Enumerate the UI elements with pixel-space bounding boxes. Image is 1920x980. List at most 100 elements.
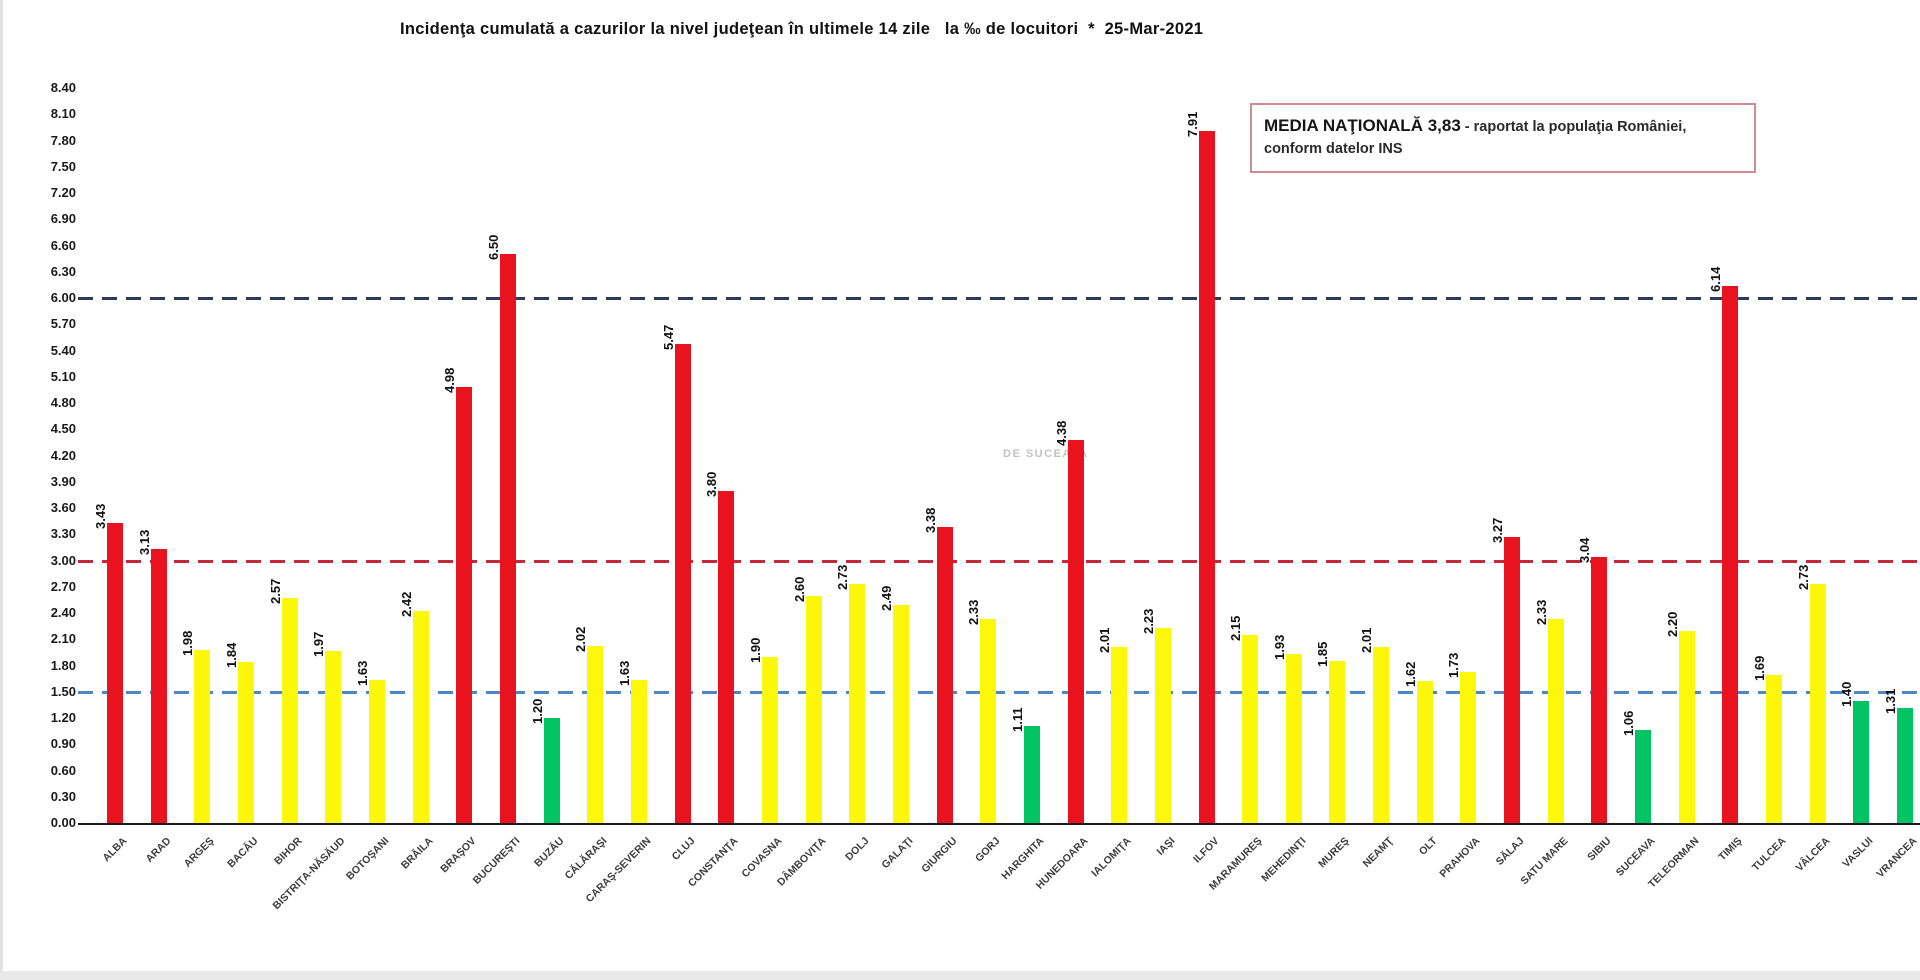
y-axis-tick-label: 5.10 — [50, 368, 76, 384]
bar-value-label: 2.57 — [267, 578, 283, 605]
bar-satu mare — [1547, 619, 1564, 823]
y-axis-tick-label: 4.80 — [50, 395, 76, 410]
y-axis-tick-label: 0.90 — [50, 736, 76, 752]
bar-suceava — [1635, 730, 1652, 823]
y-axis-tick-label: 0.60 — [50, 762, 76, 778]
bar-value-label: 1.20 — [529, 698, 545, 724]
bottom-strip — [0, 971, 1920, 980]
bar-mehedinţi — [1285, 654, 1302, 823]
bar-value-label: 1.90 — [747, 637, 763, 663]
y-axis-tick-label: 1.80 — [50, 657, 76, 673]
y-axis-tick-label: 7.50 — [50, 158, 76, 174]
bar-value-label: 2.15 — [1228, 615, 1244, 641]
y-axis-tick-label: 8.10 — [50, 106, 76, 122]
y-axis-tick-label: 5.70 — [50, 316, 76, 332]
bar-covasna — [761, 656, 778, 823]
y-axis-tick-label: 5.40 — [50, 342, 76, 358]
y-axis-tick-label: 3.30 — [50, 526, 76, 542]
y-axis-tick-label: 6.60 — [50, 237, 76, 253]
bar-value-label: 3.13 — [136, 529, 152, 556]
bar-cluj — [674, 344, 691, 823]
bar-value-label: 1.11 — [1009, 707, 1025, 732]
bar-value-label: 2.01 — [1097, 627, 1113, 654]
bar-value-label: 1.97 — [311, 631, 327, 657]
bar-value-label: 6.50 — [485, 234, 501, 261]
bar-value-label: 2.49 — [878, 585, 894, 612]
watermark-text: DE SUCEAVA — [1003, 448, 1089, 460]
bar-arad — [150, 549, 167, 823]
y-axis-tick-label: 3.00 — [50, 552, 76, 568]
y-axis-tick-label: 7.80 — [50, 132, 76, 148]
bar-giurgiu — [936, 527, 953, 823]
y-axis-tick-label: 1.20 — [50, 710, 76, 725]
y-axis-tick-label: 0.30 — [50, 788, 76, 804]
bar-olt — [1416, 681, 1433, 823]
bar-value-label: 2.33 — [1533, 599, 1549, 626]
national-average-value: MEDIA NAŢIONALĂ 3,83 — [1264, 116, 1461, 135]
national-average-note-line2: conform datelor INS — [1264, 140, 1403, 157]
bar-dolj — [849, 584, 866, 823]
bar-tulcea — [1766, 675, 1783, 823]
y-axis-tick-label: 7.20 — [50, 185, 76, 200]
bar-harghita — [1023, 725, 1040, 823]
bar-teleorman — [1678, 630, 1695, 823]
bar-bistriţa-năsăud — [325, 650, 342, 823]
chart-title: Incidenţa cumulată a cazurilor la nivel … — [400, 20, 1204, 38]
left-edge-border — [0, 0, 3, 980]
bar-value-label: 2.01 — [1359, 627, 1375, 654]
bar-sibiu — [1591, 557, 1608, 823]
bar-value-label: 1.62 — [1402, 661, 1418, 688]
threshold-line-1.5 — [78, 690, 1920, 694]
threshold-line-6 — [78, 297, 1920, 300]
bar-călăraşi — [587, 646, 604, 823]
y-axis-tick-label: 6.00 — [50, 290, 76, 305]
bar-value-label: 1.40 — [1839, 681, 1855, 707]
x-axis-baseline — [78, 823, 1920, 825]
bar-alba — [107, 522, 123, 823]
national-average-note: - raportat la populaţia României, — [1460, 119, 1687, 135]
bar-argeş — [194, 649, 211, 823]
y-axis-tick-label: 4.20 — [50, 447, 76, 463]
y-axis-tick-label: 0.00 — [50, 815, 76, 830]
y-axis-tick-label: 4.50 — [50, 421, 76, 437]
bar-value-label: 2.60 — [791, 576, 807, 602]
y-axis-tick-label: 6.90 — [50, 211, 76, 227]
bar-neamţ — [1373, 647, 1390, 823]
threshold-line-3 — [78, 559, 1920, 563]
bar-maramureş — [1242, 634, 1259, 823]
bar-value-label: 2.42 — [398, 591, 414, 618]
bar-value-label: 1.98 — [180, 630, 196, 656]
bar-hunedoara — [1067, 439, 1084, 823]
bar-vrancea — [1897, 708, 1914, 823]
bar-vâlcea — [1809, 584, 1826, 823]
bar-mureş — [1329, 661, 1346, 823]
y-axis-tick-label: 2.10 — [50, 631, 76, 647]
bar-braşov — [456, 387, 473, 823]
y-axis-tick-label: 8.40 — [50, 80, 76, 95]
bar-buzău — [543, 718, 560, 823]
bar-value-label: 1.93 — [1271, 634, 1287, 661]
bar-value-label: 4.98 — [442, 367, 458, 394]
bar-value-label: 2.73 — [835, 564, 851, 591]
y-axis-tick-label: 2.70 — [50, 578, 76, 594]
y-axis-tick-label: 6.30 — [50, 263, 76, 279]
bar-value-label: 1.85 — [1315, 641, 1331, 668]
bar-value-label: 3.80 — [704, 471, 720, 497]
bar-gorj — [980, 619, 997, 823]
y-axis-tick-label: 1.50 — [50, 683, 76, 699]
y-axis-tick-label: 2.40 — [50, 605, 76, 620]
bar-value-label: 1.06 — [1621, 710, 1637, 737]
bar-sălaj — [1504, 536, 1521, 823]
bar-value-label: 1.63 — [354, 661, 370, 687]
bar-value-label: 3.43 — [93, 503, 108, 529]
bar-bihor — [281, 598, 298, 823]
bar-galaţi — [892, 605, 909, 823]
bar-value-label: 3.38 — [922, 507, 938, 534]
bar-caraş-severin — [630, 680, 647, 823]
bar-timiş — [1722, 285, 1739, 823]
bar-value-label: 2.02 — [573, 626, 589, 653]
bar-prahova — [1460, 671, 1477, 823]
bar-iaşi — [1154, 627, 1171, 823]
bar-value-label: 5.47 — [660, 325, 676, 351]
